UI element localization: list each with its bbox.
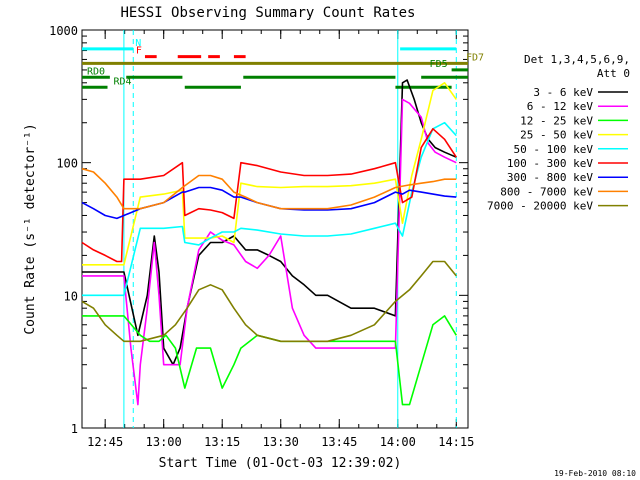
x-tick-label: 13:00 bbox=[146, 435, 182, 449]
chart-title: HESSI Observing Summary Count Rates bbox=[120, 5, 415, 21]
flag-label: FD7 bbox=[466, 52, 484, 63]
y-tick-label: 1000 bbox=[49, 24, 78, 38]
series-line bbox=[81, 128, 457, 263]
x-tick-label: 14:15 bbox=[438, 435, 474, 449]
x-tick-label: 13:45 bbox=[321, 435, 357, 449]
y-axis: 1 10 100 1000 bbox=[49, 24, 468, 436]
legend-entry-label: 3 - 6 keV bbox=[533, 86, 593, 99]
flag-bars: NF FD7 FD5 RD0 RD4 bbox=[82, 38, 484, 89]
legend-entry-label: 12 - 25 keV bbox=[520, 114, 593, 127]
series-line bbox=[81, 186, 457, 220]
legend-entry-label: 300 - 800 keV bbox=[507, 171, 593, 184]
legend-header-line-1: Det 1,3,4,5,6,9, bbox=[524, 53, 630, 66]
flag-label: FD5 bbox=[430, 59, 448, 70]
flag-label: RD0 bbox=[87, 66, 105, 77]
legend-entry-label: 6 - 12 keV bbox=[527, 100, 594, 113]
x-tick-label: 12:45 bbox=[87, 435, 123, 449]
series-line bbox=[81, 260, 457, 343]
series-line bbox=[82, 315, 457, 406]
legend-entry-label: 800 - 7000 keV bbox=[500, 185, 593, 198]
y-axis-label: Count Rate (s⁻¹ detector⁻¹) bbox=[23, 123, 38, 334]
series-line bbox=[81, 167, 457, 210]
y-tick-label: 1 bbox=[71, 422, 78, 436]
series-group bbox=[81, 79, 457, 406]
legend-entry-label: 50 - 100 keV bbox=[514, 143, 594, 156]
plot-frame bbox=[81, 29, 469, 429]
series-line bbox=[82, 79, 457, 366]
flag-label: N bbox=[135, 38, 141, 49]
legend-entry-label: 7000 - 20000 keV bbox=[487, 200, 593, 213]
y-tick-label: 100 bbox=[56, 157, 78, 171]
x-tick-label: 13:15 bbox=[204, 435, 240, 449]
flag-label: F bbox=[136, 46, 142, 57]
x-tick-label: 14:00 bbox=[380, 435, 416, 449]
legend-header-line-2: Att 0 bbox=[597, 67, 630, 80]
flag-label: RD4 bbox=[114, 76, 132, 87]
date-stamp: 19-Feb-2010 08:10 bbox=[554, 469, 636, 478]
legend-entry-label: 100 - 300 keV bbox=[507, 157, 593, 170]
reference-lines bbox=[123, 30, 457, 428]
series-line bbox=[82, 98, 457, 406]
plot-area bbox=[81, 29, 469, 429]
x-axis-label: Start Time (01-Oct-03 12:39:02) bbox=[159, 456, 402, 471]
x-tick-label: 13:30 bbox=[263, 435, 299, 449]
legend-entry-label: 25 - 50 keV bbox=[520, 129, 593, 142]
y-tick-label: 10 bbox=[64, 289, 78, 303]
